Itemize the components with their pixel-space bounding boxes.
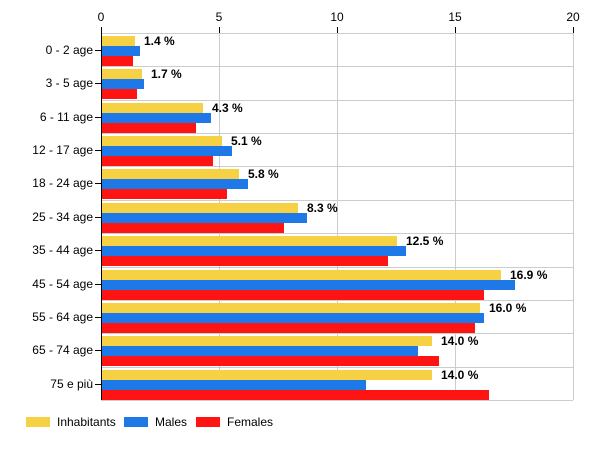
bar-males: [102, 79, 144, 89]
value-label: 4.3 %: [212, 101, 243, 115]
bar-females: [102, 156, 213, 166]
bar-males: [102, 280, 515, 290]
legend-swatch-males: [124, 417, 148, 427]
gridline-vertical: [337, 33, 338, 400]
category-tick: [95, 50, 101, 51]
x-axis-tick: [219, 27, 220, 33]
bar-males: [102, 246, 406, 256]
bar-males: [102, 213, 307, 223]
category-label: 6 - 11 age: [39, 110, 93, 124]
x-axis-tick: [573, 27, 574, 33]
bar-females: [102, 223, 284, 233]
legend-swatch-inhabitants: [26, 417, 50, 427]
gridline-vertical: [455, 33, 456, 400]
bar-males: [102, 113, 211, 123]
legend-label: Inhabitants: [57, 415, 116, 429]
category-label: 75 e più: [50, 377, 93, 391]
x-axis-tick-label: 0: [97, 10, 105, 24]
bar-males: [102, 146, 232, 156]
value-label: 5.1 %: [231, 134, 262, 148]
legend-label: Males: [155, 415, 188, 429]
bar-males: [102, 380, 366, 390]
legend-label: Females: [227, 415, 274, 429]
bar-females: [102, 256, 388, 266]
bar-inhabitants: [102, 303, 480, 313]
x-axis-tick-label: 10: [330, 10, 344, 24]
bar-females: [102, 189, 227, 199]
category-tick: [95, 150, 101, 151]
legend-item-males: Males: [124, 415, 187, 429]
value-label: 8.3 %: [307, 201, 338, 215]
gridline-horizontal: [101, 400, 573, 401]
category-tick: [95, 217, 101, 218]
category-tick: [95, 250, 101, 251]
gridline-vertical: [573, 33, 574, 400]
bar-females: [102, 290, 484, 300]
category-tick: [95, 183, 101, 184]
bar-inhabitants: [102, 103, 203, 113]
x-axis-tick-label: 5: [215, 10, 223, 24]
category-tick: [95, 317, 101, 318]
bar-females: [102, 356, 439, 366]
value-label: 1.7 %: [151, 67, 182, 81]
bar-inhabitants: [102, 36, 135, 46]
bar-inhabitants: [102, 136, 222, 146]
legend-swatch-females: [196, 417, 220, 427]
x-axis-tick: [101, 27, 102, 33]
bar-inhabitants: [102, 336, 432, 346]
y-axis-line: [101, 33, 102, 400]
bar-inhabitants: [102, 370, 432, 380]
bar-females: [102, 89, 137, 99]
bar-inhabitants: [102, 270, 501, 280]
category-tick: [95, 384, 101, 385]
x-axis-tick-label: 20: [566, 10, 580, 24]
x-axis-tick-label: 15: [448, 10, 462, 24]
value-label: 14.0 %: [441, 334, 479, 348]
value-label: 16.0 %: [489, 301, 527, 315]
value-label: 14.0 %: [441, 368, 479, 382]
category-label: 25 - 34 age: [32, 210, 93, 224]
bar-males: [102, 179, 248, 189]
bar-males: [102, 346, 418, 356]
bar-females: [102, 390, 489, 400]
legend-item-females: Females: [196, 415, 273, 429]
bar-inhabitants: [102, 169, 239, 179]
bar-females: [102, 123, 196, 133]
category-label: 65 - 74 age: [32, 343, 93, 357]
category-label: 18 - 24 age: [32, 176, 93, 190]
category-label: 3 - 5 age: [45, 76, 93, 90]
value-label: 12.5 %: [406, 234, 444, 248]
category-label: 0 - 2 age: [45, 43, 93, 57]
value-label: 1.4 %: [144, 34, 175, 48]
x-axis-tick: [337, 27, 338, 33]
category-label: 12 - 17 age: [32, 143, 93, 157]
legend-item-inhabitants: Inhabitants: [26, 415, 116, 429]
category-tick: [95, 284, 101, 285]
x-axis-tick: [455, 27, 456, 33]
category-tick: [95, 117, 101, 118]
category-tick: [95, 83, 101, 84]
value-label: 16.9 %: [510, 268, 548, 282]
bar-inhabitants: [102, 69, 142, 79]
category-label: 55 - 64 age: [32, 310, 93, 324]
bar-females: [102, 56, 133, 66]
bar-females: [102, 323, 475, 333]
category-label: 45 - 54 age: [32, 277, 93, 291]
category-tick: [95, 350, 101, 351]
bar-inhabitants: [102, 236, 397, 246]
bar-males: [102, 46, 140, 56]
bar-inhabitants: [102, 203, 298, 213]
value-label: 5.8 %: [248, 167, 279, 181]
category-label: 35 - 44 age: [32, 243, 93, 257]
bar-males: [102, 313, 484, 323]
